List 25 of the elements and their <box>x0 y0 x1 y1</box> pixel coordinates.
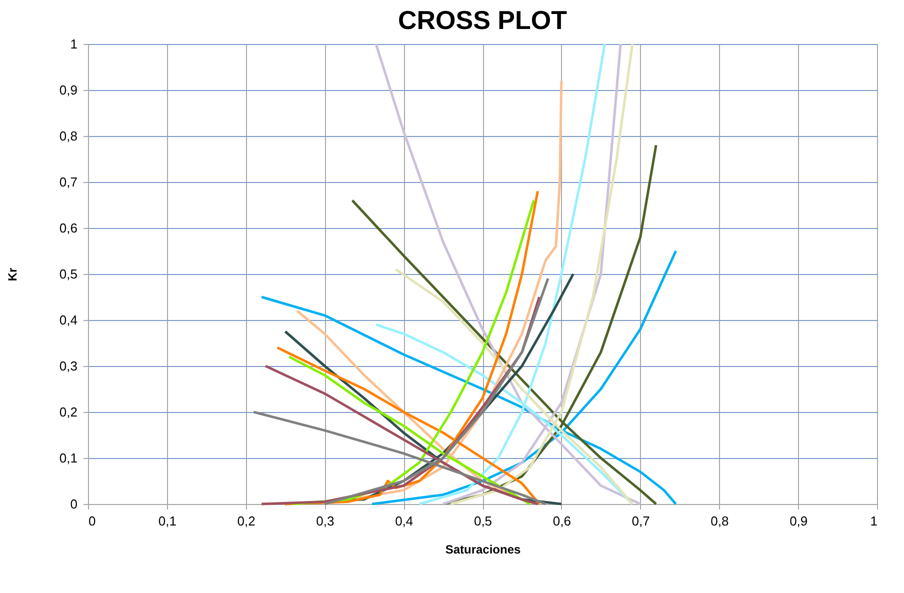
y-tick-label: 0,7 <box>59 174 78 190</box>
x-tick-label: 1 <box>870 514 878 528</box>
y-tick-label: 0,8 <box>59 128 78 144</box>
chart-title: CROSS PLOT <box>398 5 568 35</box>
y-tick-label: 0,6 <box>59 220 78 236</box>
x-tick-label: 0,5 <box>474 514 492 528</box>
x-tick-label: 0,2 <box>237 514 256 528</box>
y-tick-label: 0 <box>70 496 78 512</box>
x-axis-title: Saturaciones <box>445 542 521 556</box>
x-tick-label: 0,1 <box>158 514 176 528</box>
y-tick-label: 0,2 <box>59 404 78 420</box>
y-tick-label: 0,1 <box>59 450 78 466</box>
y-tick-label: 0,9 <box>59 82 78 98</box>
x-tick-label: 0,8 <box>710 514 729 528</box>
y-tick-label: 1 <box>70 36 78 52</box>
x-tick-label: 0,9 <box>790 514 808 528</box>
x-tick-label: 0,7 <box>632 514 650 528</box>
y-tick-label: 0,5 <box>59 266 78 282</box>
y-axis-title: Kr <box>5 268 20 282</box>
x-tick-label: 0 <box>88 514 96 528</box>
x-tick-label: 0,6 <box>552 514 571 528</box>
x-tick-label: 0,4 <box>395 514 414 528</box>
x-tick-label: 0,3 <box>316 514 334 528</box>
y-tick-label: 0,3 <box>59 358 78 374</box>
y-tick-label: 0,4 <box>59 312 78 328</box>
